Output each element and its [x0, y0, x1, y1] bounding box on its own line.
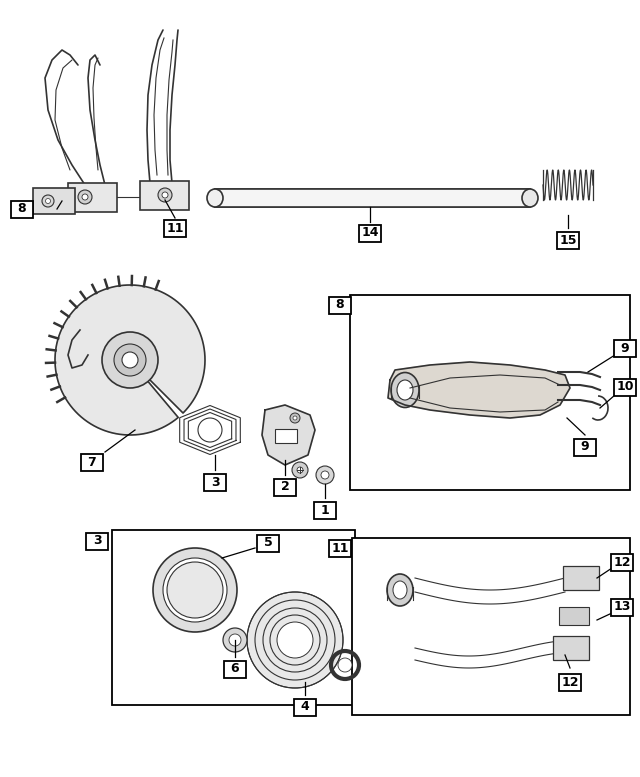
Circle shape	[198, 418, 222, 442]
Circle shape	[229, 634, 241, 646]
Circle shape	[122, 352, 138, 368]
FancyBboxPatch shape	[563, 566, 599, 590]
Ellipse shape	[387, 574, 413, 606]
Text: 12: 12	[613, 556, 631, 569]
Circle shape	[162, 192, 168, 198]
Circle shape	[102, 332, 158, 388]
Text: 8: 8	[336, 298, 344, 312]
FancyBboxPatch shape	[274, 479, 296, 496]
FancyBboxPatch shape	[611, 598, 633, 615]
FancyBboxPatch shape	[350, 295, 630, 490]
FancyBboxPatch shape	[614, 378, 636, 395]
Circle shape	[82, 194, 88, 200]
Polygon shape	[388, 362, 570, 418]
FancyBboxPatch shape	[294, 699, 316, 716]
Ellipse shape	[522, 189, 538, 207]
Circle shape	[45, 198, 51, 204]
Polygon shape	[262, 405, 315, 465]
Text: 2: 2	[280, 480, 289, 493]
Text: 3: 3	[211, 476, 220, 489]
Ellipse shape	[207, 189, 223, 207]
Circle shape	[42, 195, 54, 207]
FancyBboxPatch shape	[614, 340, 636, 357]
Circle shape	[247, 592, 343, 688]
FancyBboxPatch shape	[275, 429, 297, 443]
Circle shape	[78, 190, 92, 204]
Text: 12: 12	[561, 675, 579, 688]
Circle shape	[163, 558, 227, 622]
Text: 3: 3	[93, 535, 101, 548]
FancyBboxPatch shape	[112, 530, 355, 705]
Text: 8: 8	[18, 203, 26, 215]
Circle shape	[167, 562, 223, 618]
FancyBboxPatch shape	[557, 232, 579, 249]
FancyBboxPatch shape	[11, 200, 33, 218]
FancyBboxPatch shape	[257, 535, 279, 552]
Circle shape	[293, 416, 297, 420]
Circle shape	[292, 462, 308, 478]
FancyBboxPatch shape	[559, 607, 589, 625]
Text: 5: 5	[264, 536, 273, 549]
Circle shape	[316, 466, 334, 484]
FancyBboxPatch shape	[215, 189, 530, 207]
FancyBboxPatch shape	[140, 181, 189, 210]
Text: 11: 11	[166, 221, 184, 235]
Circle shape	[290, 413, 300, 423]
FancyBboxPatch shape	[68, 183, 117, 212]
Circle shape	[277, 622, 313, 658]
FancyBboxPatch shape	[224, 660, 246, 678]
Text: 13: 13	[613, 601, 630, 614]
Text: 10: 10	[616, 381, 634, 393]
Circle shape	[297, 467, 303, 473]
Ellipse shape	[393, 581, 407, 599]
Text: 7: 7	[88, 455, 97, 469]
FancyBboxPatch shape	[164, 219, 186, 236]
Text: 9: 9	[621, 342, 629, 354]
Circle shape	[321, 471, 329, 479]
FancyBboxPatch shape	[559, 674, 581, 691]
Ellipse shape	[391, 372, 419, 407]
Text: 11: 11	[332, 542, 349, 555]
FancyBboxPatch shape	[352, 538, 630, 715]
Polygon shape	[55, 285, 205, 435]
Circle shape	[158, 188, 172, 202]
FancyBboxPatch shape	[81, 454, 103, 471]
Ellipse shape	[397, 380, 413, 400]
Circle shape	[153, 548, 237, 632]
FancyBboxPatch shape	[329, 297, 351, 313]
FancyBboxPatch shape	[204, 473, 226, 490]
Text: 1: 1	[321, 503, 330, 517]
FancyBboxPatch shape	[314, 501, 336, 518]
FancyBboxPatch shape	[33, 188, 75, 214]
FancyBboxPatch shape	[329, 539, 351, 556]
FancyBboxPatch shape	[553, 636, 589, 660]
Text: 15: 15	[559, 234, 577, 246]
Text: 6: 6	[230, 663, 239, 675]
Circle shape	[223, 628, 247, 652]
Text: 9: 9	[580, 441, 589, 454]
FancyBboxPatch shape	[86, 532, 108, 549]
Circle shape	[114, 344, 146, 376]
FancyBboxPatch shape	[611, 553, 633, 570]
Text: 14: 14	[361, 227, 379, 239]
Text: 4: 4	[301, 701, 309, 713]
FancyBboxPatch shape	[574, 438, 596, 455]
FancyBboxPatch shape	[359, 225, 381, 242]
Circle shape	[338, 658, 352, 672]
